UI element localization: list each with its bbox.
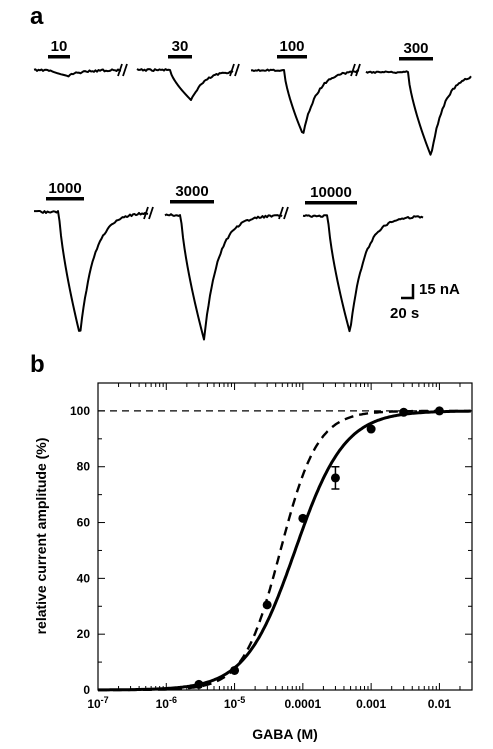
x-axis-ticks: 10-7 10-6 10-5 0.0001 0.001 0.01 (87, 383, 473, 711)
x-tick-label: 0.0001 (285, 697, 322, 711)
x-tick-label: 10-7 (87, 695, 108, 711)
current-trace (250, 68, 360, 134)
application-bar (277, 55, 307, 59)
application-bar (46, 197, 84, 201)
plot-frame (97, 382, 473, 691)
y-tick-label: 40 (77, 571, 91, 585)
current-trace (365, 70, 472, 156)
x-tick-label: 0.001 (356, 697, 386, 711)
y-tick-label: 60 (77, 516, 91, 530)
y-tick-label: 0 (83, 683, 90, 697)
axis-break-mark (117, 63, 128, 77)
dashed-fit-curve (98, 409, 471, 692)
concentration-label: 1000 (48, 180, 81, 197)
dose-response-plot: 10-7 10-6 10-5 0.0001 0.001 0.01 0 20 40 60 80 100… (33, 382, 473, 742)
data-point (262, 600, 272, 610)
y-tick-label: 100 (70, 404, 90, 418)
application-bar (48, 55, 70, 59)
panel-b-label: b (30, 351, 45, 378)
y-axis-ticks: 0 20 40 60 80 100 (70, 382, 472, 697)
current-trace (136, 68, 234, 101)
scale-bar-current-label: 15 nA (419, 281, 460, 298)
y-tick-label: 20 (77, 627, 91, 641)
application-bar (399, 57, 433, 61)
x-tick-label: 10-5 (224, 695, 245, 711)
data-point (399, 407, 409, 417)
concentration-label: 30 (172, 38, 189, 55)
axis-break-mark (350, 63, 361, 77)
current-trace (33, 68, 122, 78)
current-trace (302, 214, 424, 333)
data-point (194, 679, 204, 689)
concentration-label: 10000 (310, 184, 352, 201)
current-traces: 10 30 100 300 1000 3000 10000 (33, 38, 472, 341)
scale-bar-lines (401, 284, 415, 300)
data-point (366, 424, 376, 434)
solid-fit-curve (98, 409, 471, 692)
y-tick-label: 80 (77, 460, 91, 474)
application-bar (305, 201, 357, 205)
concentration-label: 3000 (175, 183, 208, 200)
data-point (230, 665, 240, 675)
current-trace (34, 210, 149, 332)
axis-break-mark (229, 63, 240, 77)
scale-bar: 15 nA 20 s (390, 281, 460, 322)
error-bar (331, 465, 340, 490)
y-axis-label: relative current amplitude (%) (33, 438, 49, 635)
axis-break-mark (278, 206, 289, 220)
scale-bar-time-label: 20 s (390, 305, 419, 322)
axis-break-mark (143, 206, 154, 220)
data-point (298, 513, 308, 523)
application-bar (168, 55, 192, 59)
x-axis-label: GABA (M) (252, 726, 318, 742)
x-tick-label: 0.01 (428, 697, 452, 711)
panel-a-label: a (30, 3, 44, 30)
x-tick-label: 10-6 (156, 695, 177, 711)
fit-curves (98, 409, 471, 692)
current-trace (164, 213, 283, 341)
concentration-label: 300 (403, 40, 428, 57)
concentration-label: 100 (279, 38, 304, 55)
data-point (434, 406, 444, 416)
data-points (194, 406, 444, 689)
concentration-label: 10 (51, 38, 68, 55)
application-bar (170, 200, 214, 204)
